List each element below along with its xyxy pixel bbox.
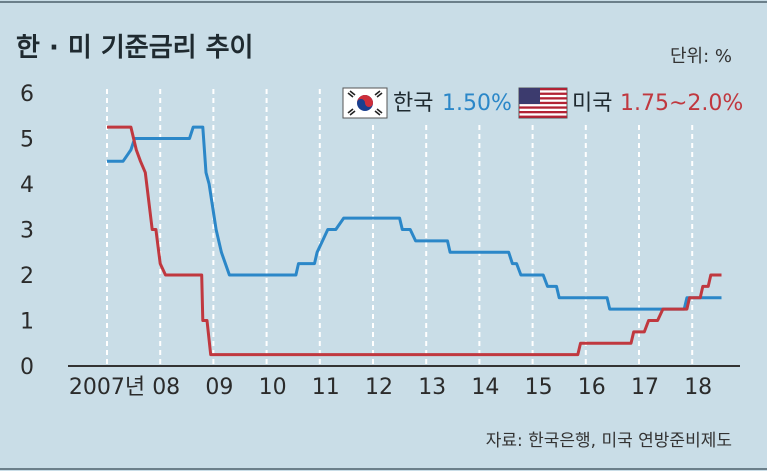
x-tick-label: 11 <box>312 375 340 400</box>
x-tick-label: 13 <box>418 375 446 400</box>
x-tick-label: 17 <box>631 375 659 400</box>
x-tick-label: 14 <box>471 375 499 400</box>
y-tick-label: 6 <box>20 82 34 107</box>
x-tick-label: 18 <box>684 375 712 400</box>
us-rate-line <box>107 125 722 357</box>
x-tick-label: 10 <box>259 375 287 400</box>
y-tick-label: 0 <box>20 355 34 380</box>
y-tick-label: 1 <box>20 310 34 335</box>
legend-us-value: 1.75~2.0% <box>620 91 743 116</box>
legend-korea-value: 1.50% <box>442 91 512 116</box>
unit-label: 단위: % <box>670 46 732 67</box>
legend-korea-name: 한국 <box>393 91 433 116</box>
x-tick-label: 15 <box>525 375 553 400</box>
korea-rate-line <box>107 125 722 311</box>
y-tick-label: 5 <box>20 128 34 153</box>
korea-flag-icon <box>342 87 388 119</box>
us-flag-icon <box>518 87 568 119</box>
gridlines <box>106 89 694 366</box>
legend: 한국 1.50% 미국 1.75~2.0% <box>340 87 743 121</box>
y-tick-label: 2 <box>20 264 34 289</box>
y-tick-label: 4 <box>20 173 34 198</box>
x-tick-label: 09 <box>205 375 233 400</box>
y-tick-label: 3 <box>20 219 34 244</box>
y-axis-ticks: 0 1 2 3 4 5 6 <box>20 82 34 380</box>
x-tick-label: 12 <box>365 375 393 400</box>
legend-us-name: 미국 <box>572 91 612 116</box>
x-tick-label: 08 <box>152 375 180 400</box>
x-tick-label: 2007년 <box>69 375 145 400</box>
x-tick-label: 16 <box>578 375 606 400</box>
series-lines <box>107 125 722 357</box>
chart-title: 한 · 미 기준금리 추이 <box>16 33 253 63</box>
source-note: 자료: 한국은행, 미국 연방준비제도 <box>486 431 732 451</box>
x-axis-ticks: 2007년 08 09 10 11 12 13 14 15 16 17 18 <box>69 375 712 400</box>
